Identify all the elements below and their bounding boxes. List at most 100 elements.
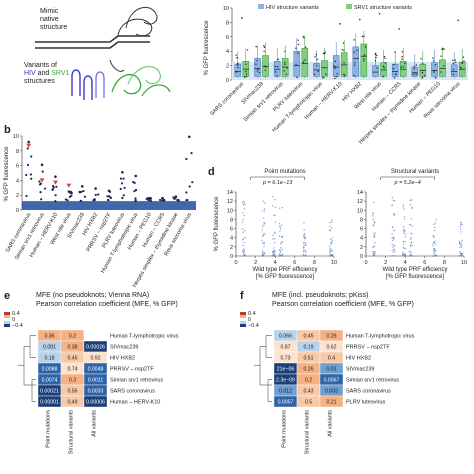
scatter-point [404, 236, 406, 238]
box-point [334, 67, 336, 69]
box-point [257, 68, 259, 71]
scatter-point [411, 244, 414, 247]
scatter-point [434, 254, 437, 257]
scatter-point [371, 251, 374, 253]
box-point [317, 70, 319, 73]
scatter-point [432, 255, 434, 257]
point [40, 198, 43, 201]
e-heat-cell-label: 0.00001 [40, 400, 59, 406]
scatter-point [432, 252, 435, 254]
scatter-point [261, 210, 264, 212]
scatter-point [393, 213, 395, 215]
scatter-point [243, 242, 245, 244]
scatter-point [391, 196, 393, 199]
panel-b-letter: b [4, 124, 11, 136]
x-tick-label: 2 [384, 260, 387, 266]
box-point [364, 46, 367, 48]
e-colorbar-tick: 0.4 [12, 311, 20, 317]
box [340, 52, 348, 77]
box-point [343, 49, 345, 52]
x-tick-label: 0 [234, 260, 237, 266]
scatter-point [273, 251, 276, 253]
scatter-point [391, 249, 393, 252]
scatter-point [330, 238, 332, 241]
scatter-point [330, 242, 333, 245]
f-heat-cell-label: 21e−06 [277, 367, 295, 373]
point [176, 198, 179, 202]
point-top [147, 196, 151, 200]
panel-f-heatmap: 0.40−0.40.066 0.45 0.26 Human T-lymphotropi… [240, 311, 415, 454]
scatter-point [392, 236, 395, 239]
scatter-point [404, 248, 407, 250]
box-point [401, 56, 403, 58]
box-point [421, 63, 424, 65]
outlier-point [378, 12, 381, 15]
scatter-point [435, 219, 437, 221]
y-tick-label: 4 [226, 49, 229, 55]
f-heat-cell-label: 0.5 [305, 400, 312, 406]
point [41, 170, 44, 173]
scatter-point [460, 231, 462, 233]
scatter-point [281, 236, 283, 239]
scatter-point [273, 231, 276, 233]
f-heat-cell-label: 0.19 [303, 345, 313, 351]
e-row-label: Human T-lymphotropic virus [110, 334, 179, 340]
scatter-point [272, 251, 274, 254]
box-point [400, 66, 403, 68]
scatter-point [393, 229, 395, 232]
point [97, 193, 100, 196]
scatter-point [460, 242, 463, 244]
box-point [363, 54, 366, 56]
box-point [245, 73, 248, 75]
box [380, 62, 387, 77]
y-tick-label: 2 [226, 64, 229, 70]
outlier-point [398, 28, 400, 30]
scatter-point [278, 207, 281, 209]
point [70, 194, 73, 197]
scatter-point [281, 254, 283, 256]
point-top [27, 140, 30, 144]
scatter-point [304, 251, 307, 253]
point [54, 200, 57, 203]
y-tick-label: 10 [223, 6, 229, 12]
scatter-point [403, 225, 405, 228]
box-point [460, 68, 463, 70]
box-point [334, 60, 336, 63]
point [134, 199, 137, 202]
x-tick-label: 0 [364, 260, 367, 266]
wildtype-marker [26, 143, 32, 148]
scatter-point [274, 221, 277, 223]
box-point [316, 58, 319, 61]
box-point [283, 70, 285, 72]
box-point [414, 71, 416, 74]
box-point [237, 66, 239, 69]
scatter-point [432, 234, 434, 237]
scatter-point [305, 250, 307, 252]
box-point [295, 63, 297, 66]
y-tick-label: 10 [227, 208, 233, 214]
scatter-point [331, 221, 333, 223]
point [25, 194, 28, 198]
right-title: Structural variants [391, 169, 439, 175]
y-tick-label: 0 [230, 254, 233, 260]
box-point [383, 66, 385, 69]
box-point [374, 60, 377, 62]
scatter-point [409, 238, 412, 240]
box-point [245, 63, 247, 65]
scatter-point [392, 251, 394, 253]
f-colorbar-segment [240, 324, 246, 327]
scatter-point [391, 233, 393, 236]
box-point [421, 71, 424, 74]
scatter-point [393, 245, 395, 247]
box-point [256, 60, 258, 62]
scatter-point [264, 202, 266, 204]
box [234, 63, 242, 77]
scatter-point [402, 204, 404, 206]
e-heat-cell-label: 0.081 [43, 345, 56, 351]
f-colorbar-segment [240, 318, 246, 321]
scatter-point [392, 239, 394, 242]
box-point [243, 76, 246, 78]
box-point [245, 70, 247, 73]
y-tick-label: 10 [357, 208, 363, 214]
box-point [314, 56, 316, 58]
